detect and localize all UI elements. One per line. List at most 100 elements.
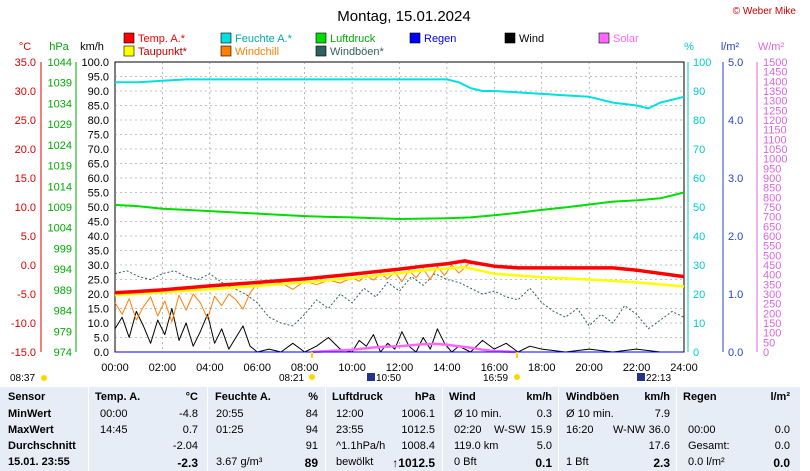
header-gust: Windböen — [566, 391, 620, 403]
series-feuchte-a — [115, 78, 685, 110]
hum-tick: 0 — [693, 347, 699, 359]
press-tick: 1009 — [48, 202, 72, 214]
wind-tick: 45.0 — [88, 217, 109, 229]
legend-swatch — [220, 32, 232, 44]
temp-tick: 25.0 — [15, 115, 36, 127]
wind-tick: 80.0 — [88, 115, 109, 127]
row-label: 15.01. 23:55 — [8, 456, 70, 468]
wind-tick: 0.0 — [94, 347, 109, 359]
column-divider — [442, 387, 443, 471]
x-tick-label: 20:00 — [575, 362, 603, 374]
header-hum: Feuchte A. — [215, 391, 271, 403]
wind-tick: 30.0 — [88, 260, 109, 272]
wind-tick: 95.0 — [88, 72, 109, 84]
temp-tick: -5.0 — [17, 289, 36, 301]
wind-tick: 50.0 — [88, 202, 109, 214]
solar-tick: 600 — [763, 231, 781, 243]
cell-temp-value: -2.04 — [172, 440, 198, 452]
x-tick-label: 06:00 — [243, 362, 271, 374]
cell-wind-b: W-SW — [494, 424, 526, 436]
wind-tick: 85.0 — [88, 101, 109, 113]
solar-tick: 950 — [763, 163, 781, 175]
cell-wind-value: 0.3 — [536, 408, 552, 420]
cell-press-time: ^1.1hPa/h — [336, 440, 386, 452]
solar-tick: 1450 — [763, 67, 787, 79]
solar-tick: 1400 — [763, 76, 787, 88]
solar-tick: 850 — [763, 183, 781, 195]
solar-tick: 400 — [763, 270, 781, 282]
legend-label: Windböen* — [330, 46, 385, 58]
cell-gust-value: 7.9 — [654, 408, 670, 420]
cell-wind-value: 15.9 — [530, 424, 552, 436]
cell-press-value: 1006.1 — [401, 408, 435, 420]
press-tick: 994 — [54, 264, 72, 276]
hum-tick: 30 — [693, 260, 705, 272]
temp-unit: °C — [19, 41, 31, 53]
sun-icon — [309, 374, 315, 380]
hum-tick: 100 — [693, 57, 711, 69]
header-rain: Regen — [683, 391, 717, 403]
moon-mark: 22:13 — [646, 373, 671, 384]
column-divider — [676, 387, 677, 471]
x-tick-label: 16:00 — [481, 362, 509, 374]
hum-tick: 80 — [693, 115, 705, 127]
solar-tick: 550 — [763, 241, 781, 253]
series-luftdruck — [114, 191, 685, 220]
press-tick: 1039 — [48, 78, 72, 90]
cell-gust-a: 1 Bft — [566, 456, 589, 468]
cell-hum-value: 84 — [305, 408, 318, 420]
column-divider — [88, 387, 89, 471]
cell-press-value: ↑1012.5 — [392, 456, 435, 470]
cell-press-time: bewölkt — [336, 456, 374, 468]
x-tick-label: 24:00 — [670, 362, 698, 374]
press-tick: 1014 — [48, 181, 72, 193]
temp-tick: -15.0 — [11, 347, 36, 359]
sun-icon — [41, 375, 47, 381]
cell-gust-value: 2.3 — [653, 456, 670, 470]
legend-label: Feuchte A.* — [235, 33, 293, 45]
legend-swatch — [409, 32, 421, 44]
cell-gust-value: 17.6 — [648, 440, 670, 452]
solar-tick: 800 — [763, 192, 781, 204]
cell-rain-a: Gesamt: — [688, 440, 730, 452]
weather-chart: 00:00 02:00 04:00 06:00 08:00 10:00 12:00 14:00… — [10, 6, 796, 384]
temp-tick: -10.0 — [11, 318, 36, 330]
row-label: MinWert — [8, 408, 52, 420]
cell-press-value: 1008.4 — [401, 440, 435, 452]
x-tick-label: 12:00 — [386, 362, 414, 374]
cell-temp-time: 00:00 — [100, 408, 128, 420]
cell-gust-a: 16:20 — [566, 424, 594, 436]
rain-tick: 5.0 — [728, 57, 743, 69]
legend-swatch — [598, 32, 610, 44]
legend-swatch — [123, 32, 135, 44]
header-wind-unit: km/h — [526, 391, 552, 403]
solar-tick: 450 — [763, 260, 781, 272]
x-tick-label: 22:00 — [623, 362, 651, 374]
wind-tick: 65.0 — [88, 159, 109, 171]
cell-hum-value: 94 — [305, 424, 318, 436]
wind-tick: 40.0 — [88, 231, 109, 243]
cell-hum-value: 91 — [305, 440, 318, 452]
cell-hum-time: 01:25 — [216, 424, 244, 436]
cell-wind-value: 5.0 — [536, 440, 552, 452]
hum-tick: 50 — [693, 202, 705, 214]
wind-unit: km/h — [80, 41, 104, 53]
solar-tick: 1000 — [763, 154, 787, 166]
x-tick-label: 04:00 — [196, 362, 224, 374]
legend-swatch — [123, 45, 135, 57]
header-rain-unit: l/m² — [770, 391, 790, 403]
column-divider — [207, 387, 208, 471]
header-press-unit: hPa — [414, 391, 435, 403]
solar-tick: 50 — [763, 337, 775, 349]
solar-tick: 1250 — [763, 105, 787, 117]
solar-tick: 1500 — [763, 57, 787, 69]
legend-label: Regen — [424, 33, 456, 45]
legend-label: Solar — [613, 33, 639, 45]
cell-gust-value: 36.0 — [648, 424, 670, 436]
legend-swatch — [504, 32, 516, 44]
solar-tick: 700 — [763, 212, 781, 224]
legend-swatch — [315, 45, 327, 57]
rain-unit: l/m² — [721, 41, 740, 53]
moon-icon — [637, 373, 645, 381]
solar-tick: 1300 — [763, 96, 787, 108]
